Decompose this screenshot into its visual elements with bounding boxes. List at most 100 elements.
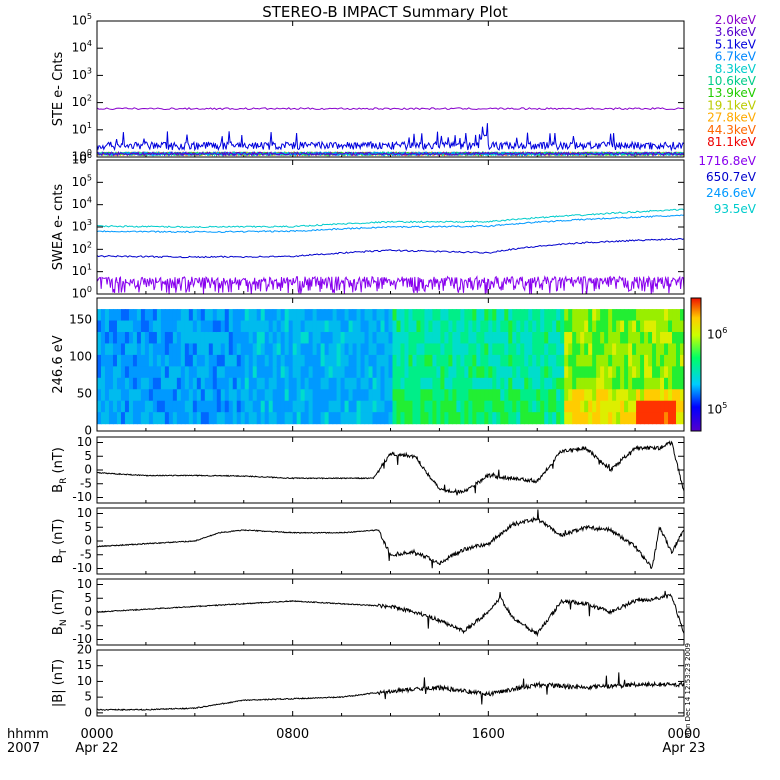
spectrogram-cell	[140, 343, 146, 356]
spectrogram-cell	[252, 309, 258, 322]
spectrogram-cell	[624, 389, 629, 402]
spectrogram-cell	[180, 354, 186, 367]
spectrogram-cell	[512, 331, 517, 345]
spectrogram-cell	[344, 377, 350, 390]
spectrogram-cell	[308, 320, 314, 333]
spectrogram-cell	[320, 331, 326, 345]
spectrogram-cell	[116, 343, 122, 356]
spectrogram-cell	[508, 309, 513, 322]
spectrogram-cell	[424, 331, 430, 345]
spectrogram-cell	[124, 412, 130, 425]
spectrogram-cell	[304, 354, 310, 367]
spectrogram-cell	[528, 366, 533, 379]
spectrogram-cell	[97, 343, 102, 356]
spectrogram-cell	[548, 309, 553, 322]
spectrogram-cell	[476, 309, 481, 322]
spectrogram-cell	[356, 377, 362, 390]
spectrogram-cell	[208, 320, 214, 333]
spectrogram-cell	[292, 366, 298, 379]
spectrogram-cell	[436, 412, 442, 425]
spectrogram-cell	[240, 400, 246, 413]
spectrogram-cell	[616, 412, 621, 425]
spectrogram-cell	[204, 412, 210, 425]
spectrogram-cell	[628, 400, 633, 413]
spectrogram-cell	[176, 354, 182, 367]
spectrogram-cell	[444, 354, 449, 367]
spectrogram-cell	[464, 366, 469, 379]
spectrogram-cell	[672, 331, 677, 345]
spectrogram-cell	[620, 354, 625, 367]
spectrogram-cell	[356, 366, 362, 379]
spectrogram-cell	[248, 320, 254, 333]
spectrogram-cell	[168, 354, 174, 367]
spectrogram-cell	[168, 400, 174, 413]
spectrogram-cell	[648, 309, 653, 322]
spectrogram-cell	[112, 343, 118, 356]
spectrogram-cell	[97, 389, 102, 402]
spectrogram-cell	[548, 389, 553, 402]
spectrogram-cell	[240, 343, 246, 356]
spectrogram-cell	[360, 354, 366, 367]
spectrogram-cell	[240, 354, 246, 367]
spectrogram-cell	[548, 320, 553, 333]
spectrogram-cell	[620, 320, 625, 333]
spectrogram-cell	[648, 377, 653, 390]
spectrogram-cell	[584, 389, 589, 402]
spectrogram-cell	[316, 377, 322, 390]
spectrogram-cell	[484, 412, 489, 425]
ste-legend-item: 6.7keV	[715, 50, 757, 64]
spectrogram-cell	[540, 377, 545, 390]
spectrogram-cell	[656, 400, 661, 413]
spectrogram-cell	[320, 320, 326, 333]
spectrogram-cell	[140, 320, 146, 333]
spectrogram-cell	[188, 343, 194, 356]
spectrogram-cell	[288, 400, 294, 413]
spectrogram-cell	[260, 354, 266, 367]
spectrogram-cell	[668, 354, 673, 367]
spectrogram-cell	[232, 389, 238, 402]
spectrogram-cell	[464, 400, 469, 413]
spectrogram-cell	[340, 343, 346, 356]
spectrogram-cell	[212, 331, 218, 345]
spectrogram-cell	[552, 366, 557, 379]
spectrogram-cell	[636, 354, 641, 367]
spectrogram-cell	[204, 309, 210, 322]
spectrogram-cell	[548, 400, 553, 413]
spectrogram-cell	[360, 377, 366, 390]
spectrogram-cell	[292, 412, 298, 425]
spectrogram-cell	[220, 354, 226, 367]
spectrogram-cell	[596, 320, 601, 333]
spectrogram-cell	[376, 366, 382, 379]
spectrogram-cell	[456, 389, 461, 402]
spectrogram-cell	[600, 377, 605, 390]
spectrogram-cell	[580, 320, 585, 333]
spectrogram-cell	[600, 354, 605, 367]
spectrogram-cell	[476, 331, 481, 345]
spectrogram-cell	[380, 354, 386, 367]
spectrogram-cell	[328, 389, 334, 402]
spectrogram-cell	[180, 366, 186, 379]
spectrogram-cell	[384, 320, 390, 333]
swea-legend-item: 93.5eV	[714, 202, 757, 216]
spectrogram-cell	[228, 320, 234, 333]
spectrogram-cell	[640, 343, 645, 356]
spectrogram-cell	[592, 320, 597, 333]
spectrogram-cell	[260, 366, 266, 379]
tick-exponent: 0	[87, 285, 92, 294]
spectrogram-cell	[152, 320, 158, 333]
y-tick-label: 50	[77, 387, 92, 401]
spectrogram-cell	[492, 309, 497, 322]
spectrogram-cell	[124, 320, 130, 333]
spectrogram-cell	[668, 389, 673, 402]
y-axis-label-subscript: T	[59, 549, 69, 556]
spectrogram-cell	[308, 331, 314, 345]
spectrogram-cell	[128, 377, 134, 390]
spectrogram-cell	[488, 377, 493, 390]
spectrogram-cell	[144, 366, 150, 379]
spectrogram-cell	[652, 331, 657, 345]
spectrogram-cell	[412, 412, 418, 425]
spectrogram-cell	[652, 320, 657, 333]
spectrogram-cell	[420, 331, 426, 345]
spectrogram-cell	[420, 366, 426, 379]
spectrogram-cell	[504, 331, 509, 345]
